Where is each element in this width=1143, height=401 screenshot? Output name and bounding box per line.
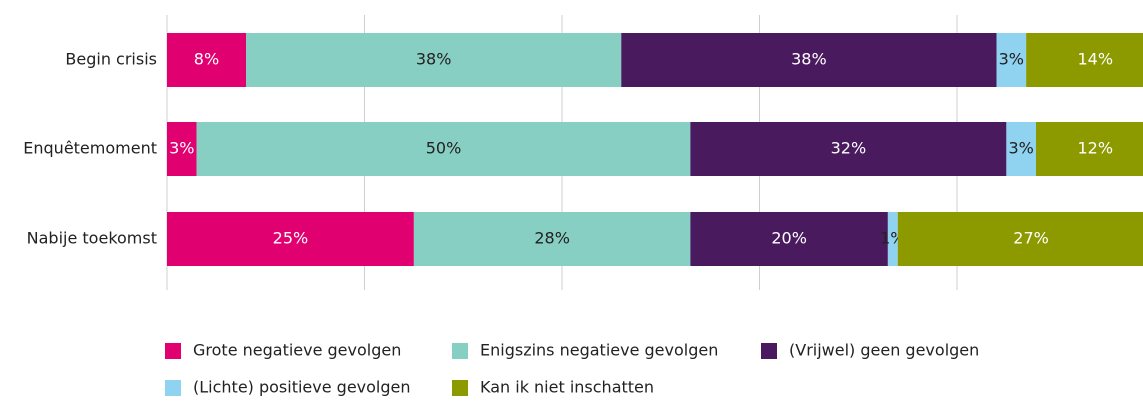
data-label: 3% xyxy=(169,139,194,158)
legend-swatch xyxy=(452,380,468,396)
data-label: 28% xyxy=(534,229,570,248)
legend-swatch xyxy=(165,380,181,396)
bar-segment xyxy=(887,212,898,266)
bar-segment xyxy=(1036,122,1143,176)
data-label: 32% xyxy=(831,139,867,158)
data-label: 38% xyxy=(416,50,452,69)
bar-segment xyxy=(246,33,622,87)
data-label: 25% xyxy=(273,229,309,248)
bar-segment xyxy=(1006,122,1036,176)
data-label: 3% xyxy=(1008,139,1033,158)
bar-segment xyxy=(996,33,1027,87)
bar-segment xyxy=(690,122,1007,176)
legend-swatch xyxy=(452,343,468,359)
bar-segment xyxy=(413,212,691,266)
legend-label: Kan ik niet inschatten xyxy=(480,378,654,397)
bar-segment xyxy=(196,122,691,176)
bar-segment xyxy=(621,33,997,87)
legend-label: Enigszins negatieve gevolgen xyxy=(480,341,718,360)
legend-label: (Lichte) positieve gevolgen xyxy=(193,378,411,397)
bar-segment xyxy=(897,212,1143,266)
data-label: 3% xyxy=(999,50,1024,69)
bar-segment xyxy=(690,212,888,266)
data-label: 12% xyxy=(1077,139,1113,158)
data-label: 50% xyxy=(426,139,462,158)
bar-segment xyxy=(1026,33,1143,87)
legend-label: Grote negatieve gevolgen xyxy=(193,341,401,360)
y-tick-label: Enquêtemoment xyxy=(23,139,157,158)
data-label: 27% xyxy=(1013,229,1049,248)
legend-swatch xyxy=(165,343,181,359)
legend-swatch xyxy=(761,343,777,359)
legend-label: (Vrijwel) geen gevolgen xyxy=(789,341,979,360)
bar-segment xyxy=(167,122,197,176)
data-label: 38% xyxy=(791,50,827,69)
data-label: 20% xyxy=(771,229,807,248)
data-label: 14% xyxy=(1077,50,1113,69)
y-tick-label: Begin crisis xyxy=(65,50,157,69)
bar-segment xyxy=(167,212,414,266)
bar-segment xyxy=(167,33,246,87)
data-label: 8% xyxy=(194,50,219,69)
y-tick-label: Nabije toekomst xyxy=(27,229,157,248)
